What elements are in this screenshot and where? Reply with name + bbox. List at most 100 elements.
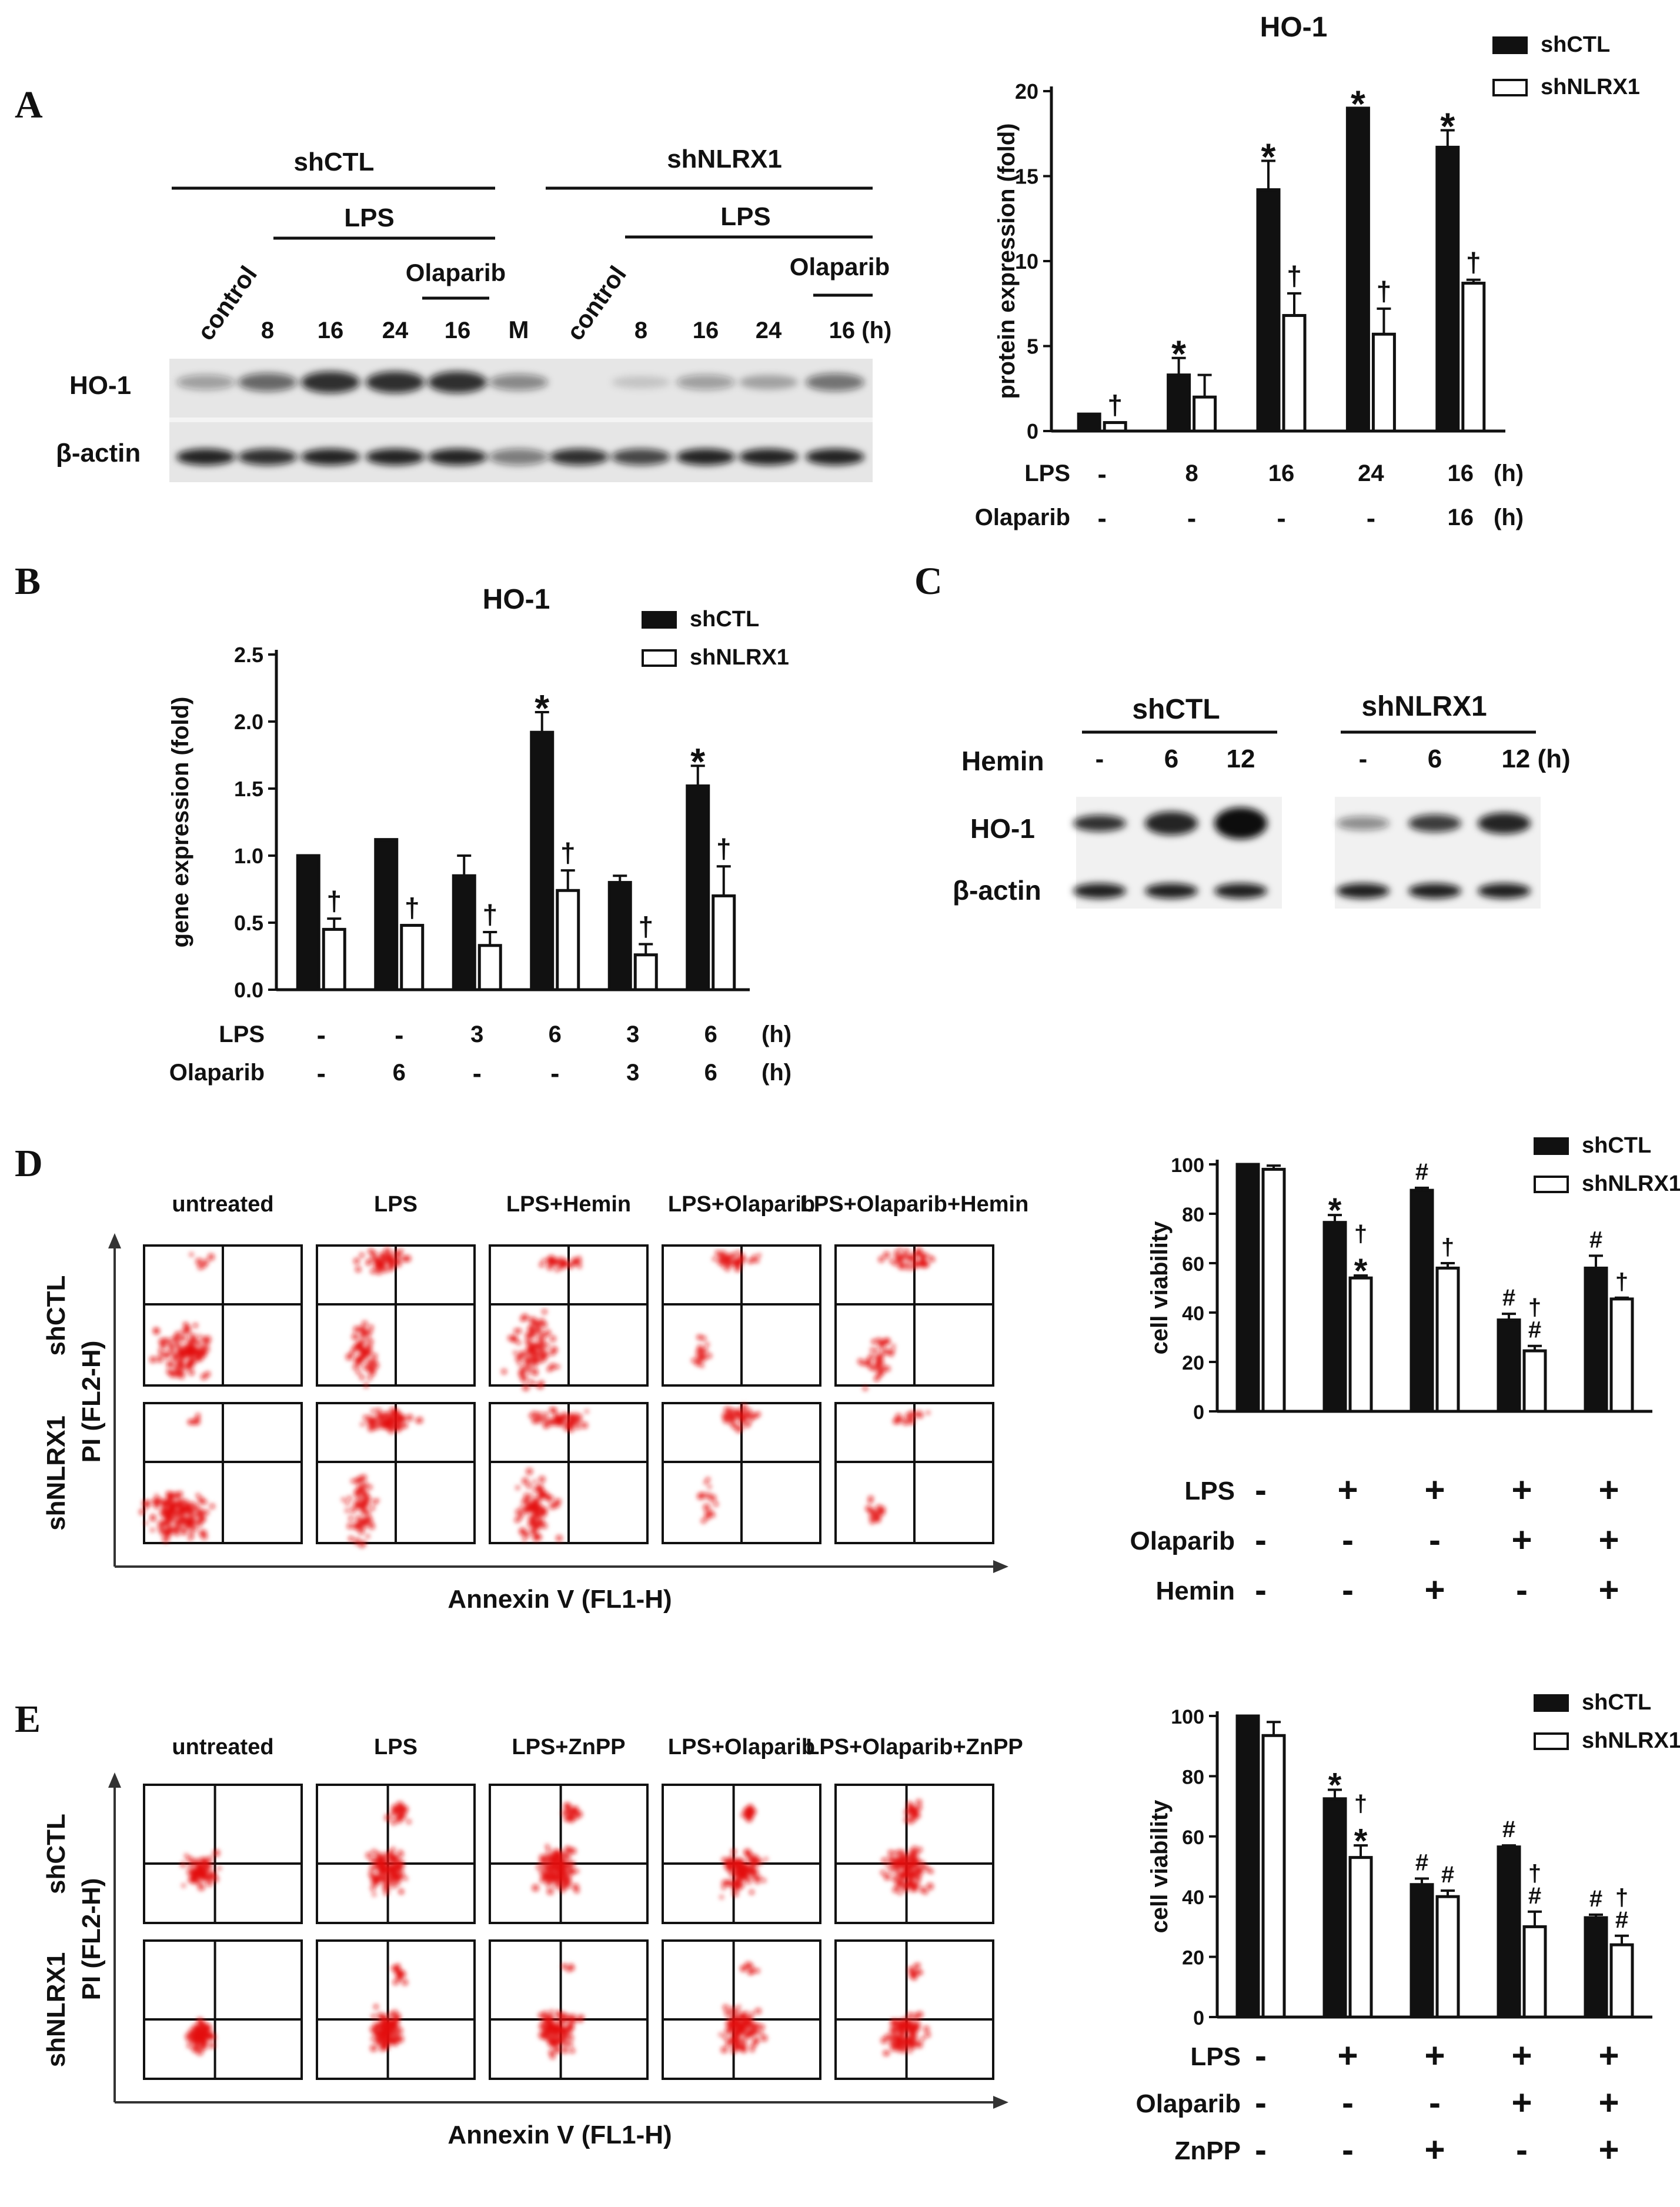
flow-d-event-0-4-0-42: [865, 1361, 870, 1367]
flow-d-event-1-2-1-48: [530, 1411, 537, 1418]
flow-d-event-0-0-0-93: [188, 1333, 192, 1337]
flow-e-grid: untreated LPS LPS+ZnPP LPS+OlaparibLPS+Olap…: [42, 1735, 1023, 2149]
flow-e-event-1-2-0-91: [542, 2019, 548, 2025]
flow-e-event-0-3-0-74: [752, 1858, 758, 1864]
flow-d-event-1-2-1-41: [577, 1414, 583, 1419]
flow-e-event-0-2-1-10: [570, 1818, 574, 1823]
flow-e-condition-0: untreated: [172, 1735, 273, 1759]
flow-d-event-0-0-0-98: [200, 1351, 207, 1357]
band-actin-lane-7: [612, 449, 670, 465]
chart-d-treatment-2-value-4: +: [1598, 1570, 1619, 1610]
band-c-ho1-lane-2: [1214, 807, 1267, 839]
flow-d-event-1-0-0-152: [182, 1516, 189, 1523]
flow-d-event-1-1-0-69: [356, 1504, 360, 1509]
flow-d-event-1-1-1-3: [360, 1422, 365, 1427]
flow-e-event-0-2-0-107: [539, 1869, 546, 1876]
band-ho1-lane-1: [238, 373, 297, 392]
flow-d-event-1-3-0-12: [709, 1494, 716, 1502]
band-actin-lane-0: [176, 449, 235, 465]
flow-d-x-arrow-head: [993, 1560, 1008, 1573]
flow-e-event-0-2-0-104: [546, 1848, 551, 1852]
chart-b-treatment-1-value-1: 6: [393, 1060, 406, 1086]
flow-d-event-0-4-0-19: [870, 1347, 875, 1353]
flow-d-event-0-1-1-33: [355, 1266, 362, 1273]
flow-d-event-0-3-0-17: [699, 1346, 703, 1350]
flow-e-event-1-1-0-10: [371, 2014, 376, 2019]
flow-e-event-1-0-0-84: [199, 2031, 206, 2037]
flow-e-event-0-3-0-99: [741, 1869, 746, 1875]
flow-e-event-1-3-0-12: [723, 2035, 728, 2040]
flow-d-event-0-3-1-34: [752, 1254, 757, 1259]
flow-e-event-1-0-0-62: [199, 2045, 204, 2049]
chart-b-treatment-0-value-5: 6: [704, 1021, 717, 1047]
flow-e-event-0-3-0-79: [750, 1868, 756, 1875]
flow-e-event-0-4-0-119: [893, 1859, 898, 1865]
flow-d-event-0-4-1-46: [922, 1253, 928, 1258]
chart-a-bar-shCTL-1: [1167, 373, 1191, 433]
flow-d-event-1-1-1-56: [394, 1410, 400, 1415]
flow-d-event-0-2-1-24: [563, 1261, 567, 1266]
flow-e-event-0-2-0-70: [569, 1870, 575, 1875]
flow-e-event-1-0-0-55: [196, 2048, 203, 2056]
flow-e-event-0-1-0-21: [371, 1849, 377, 1855]
chart-d-sig-mark-shNLRX1-1-0: †: [1354, 1221, 1367, 1247]
flow-e-event-1-2-0-29: [538, 2012, 544, 2018]
chart-d-sig-mark-shCTL-4-0: #: [1589, 1227, 1602, 1253]
flow-d-event-0-3-1-10: [747, 1258, 753, 1264]
flow-e-event-1-1-1-10: [396, 1964, 401, 1969]
flow-e-event-0-0-0-75: [188, 1878, 192, 1882]
flow-d-event-0-4-1-49: [878, 1256, 884, 1263]
chart-b-bar-shCTL-5: [686, 784, 710, 991]
panel-letter-a: A: [15, 84, 43, 126]
flow-e-x-axis-label: Annexin V (FL1-H): [447, 2121, 672, 2149]
flow-d-event-1-2-0-64: [522, 1507, 529, 1514]
flow-e-event-0-4-0-112: [891, 1864, 896, 1869]
flow-e-event-1-4-1-9: [915, 1962, 921, 1968]
band-c-actin-lane-0: [1073, 883, 1126, 899]
flow-d-event-0-0-0-95: [159, 1351, 164, 1356]
flow-d-event-1-1-0-6: [341, 1497, 346, 1502]
chart-e-ytick-label-3: 60: [1182, 1827, 1204, 1849]
flow-e-event-0-4-0-82: [911, 1845, 917, 1851]
band-c-actin-lane-5: [1478, 883, 1531, 899]
chart-e-sig-mark-shNLRX1-2-0: #: [1441, 1862, 1454, 1888]
flow-e-event-1-4-1-11: [918, 1970, 923, 1975]
chart-d-bar-shCTL-0: [1235, 1163, 1260, 1413]
flow-d-event-1-3-0-8: [711, 1513, 716, 1518]
flow-d-event-0-2-0-95: [517, 1353, 522, 1358]
flow-d-event-1-2-0-79: [530, 1527, 537, 1534]
flow-e-event-1-3-0-24: [737, 2005, 741, 2009]
chart-e-sig-mark-shCTL-3-0: #: [1502, 1817, 1515, 1842]
chart-d-treatment-2-value-1: -: [1342, 1570, 1354, 1610]
flow-d-event-0-2-0-90: [501, 1368, 507, 1374]
flow-d-event-0-2-0-47: [549, 1363, 556, 1370]
flow-e-event-1-3-0-93: [734, 2009, 740, 2014]
flow-e-event-0-3-0-81: [724, 1879, 732, 1887]
flow-d-event-0-1-0-21: [352, 1364, 358, 1370]
flow-d-event-0-2-1-28: [557, 1257, 565, 1264]
flow-d-event-0-2-1-0: [539, 1262, 545, 1268]
flow-d-event-1-0-1-3: [187, 1420, 192, 1424]
flow-e-event-1-3-0-75: [727, 2027, 733, 2032]
flow-d-event-0-2-0-7: [528, 1379, 533, 1384]
chart-e-bar-shNLRX1-3: [1522, 1925, 1547, 2019]
flow-d-event-1-2-0-86: [529, 1503, 536, 1510]
flow-d-event-0-2-0-88: [526, 1365, 532, 1371]
flow-e-event-1-3-0-6: [755, 2008, 761, 2014]
flow-e-plot-frame-r1-c2: [489, 1939, 649, 2080]
chart-b-ytick-label-1: 0.5: [234, 911, 263, 935]
flow-e-event-1-3-0-69: [721, 2046, 728, 2054]
flow-e-event-0-4-0-41: [909, 1849, 914, 1854]
flow-d-event-1-2-1-4: [585, 1409, 589, 1414]
flow-e-event-1-3-0-70: [726, 2042, 730, 2047]
chart-d-treatment-2-value-2: +: [1424, 1570, 1445, 1610]
flow-d-event-0-1-1-22: [383, 1268, 388, 1273]
flow-e-event-1-1-0-83: [383, 2020, 390, 2028]
chart-e-legend-label-0: shCTL: [1582, 1690, 1651, 1715]
flow-e-event-0-2-0-86: [546, 1888, 554, 1895]
flow-d-event-1-0-0-51: [166, 1522, 172, 1528]
flow-d-event-0-3-1-35: [717, 1253, 724, 1260]
flow-d-event-1-2-0-71: [542, 1522, 547, 1529]
chart-b-ytick-label-0: 0.0: [234, 978, 263, 1002]
flow-d-event-1-1-0-30: [370, 1505, 375, 1511]
